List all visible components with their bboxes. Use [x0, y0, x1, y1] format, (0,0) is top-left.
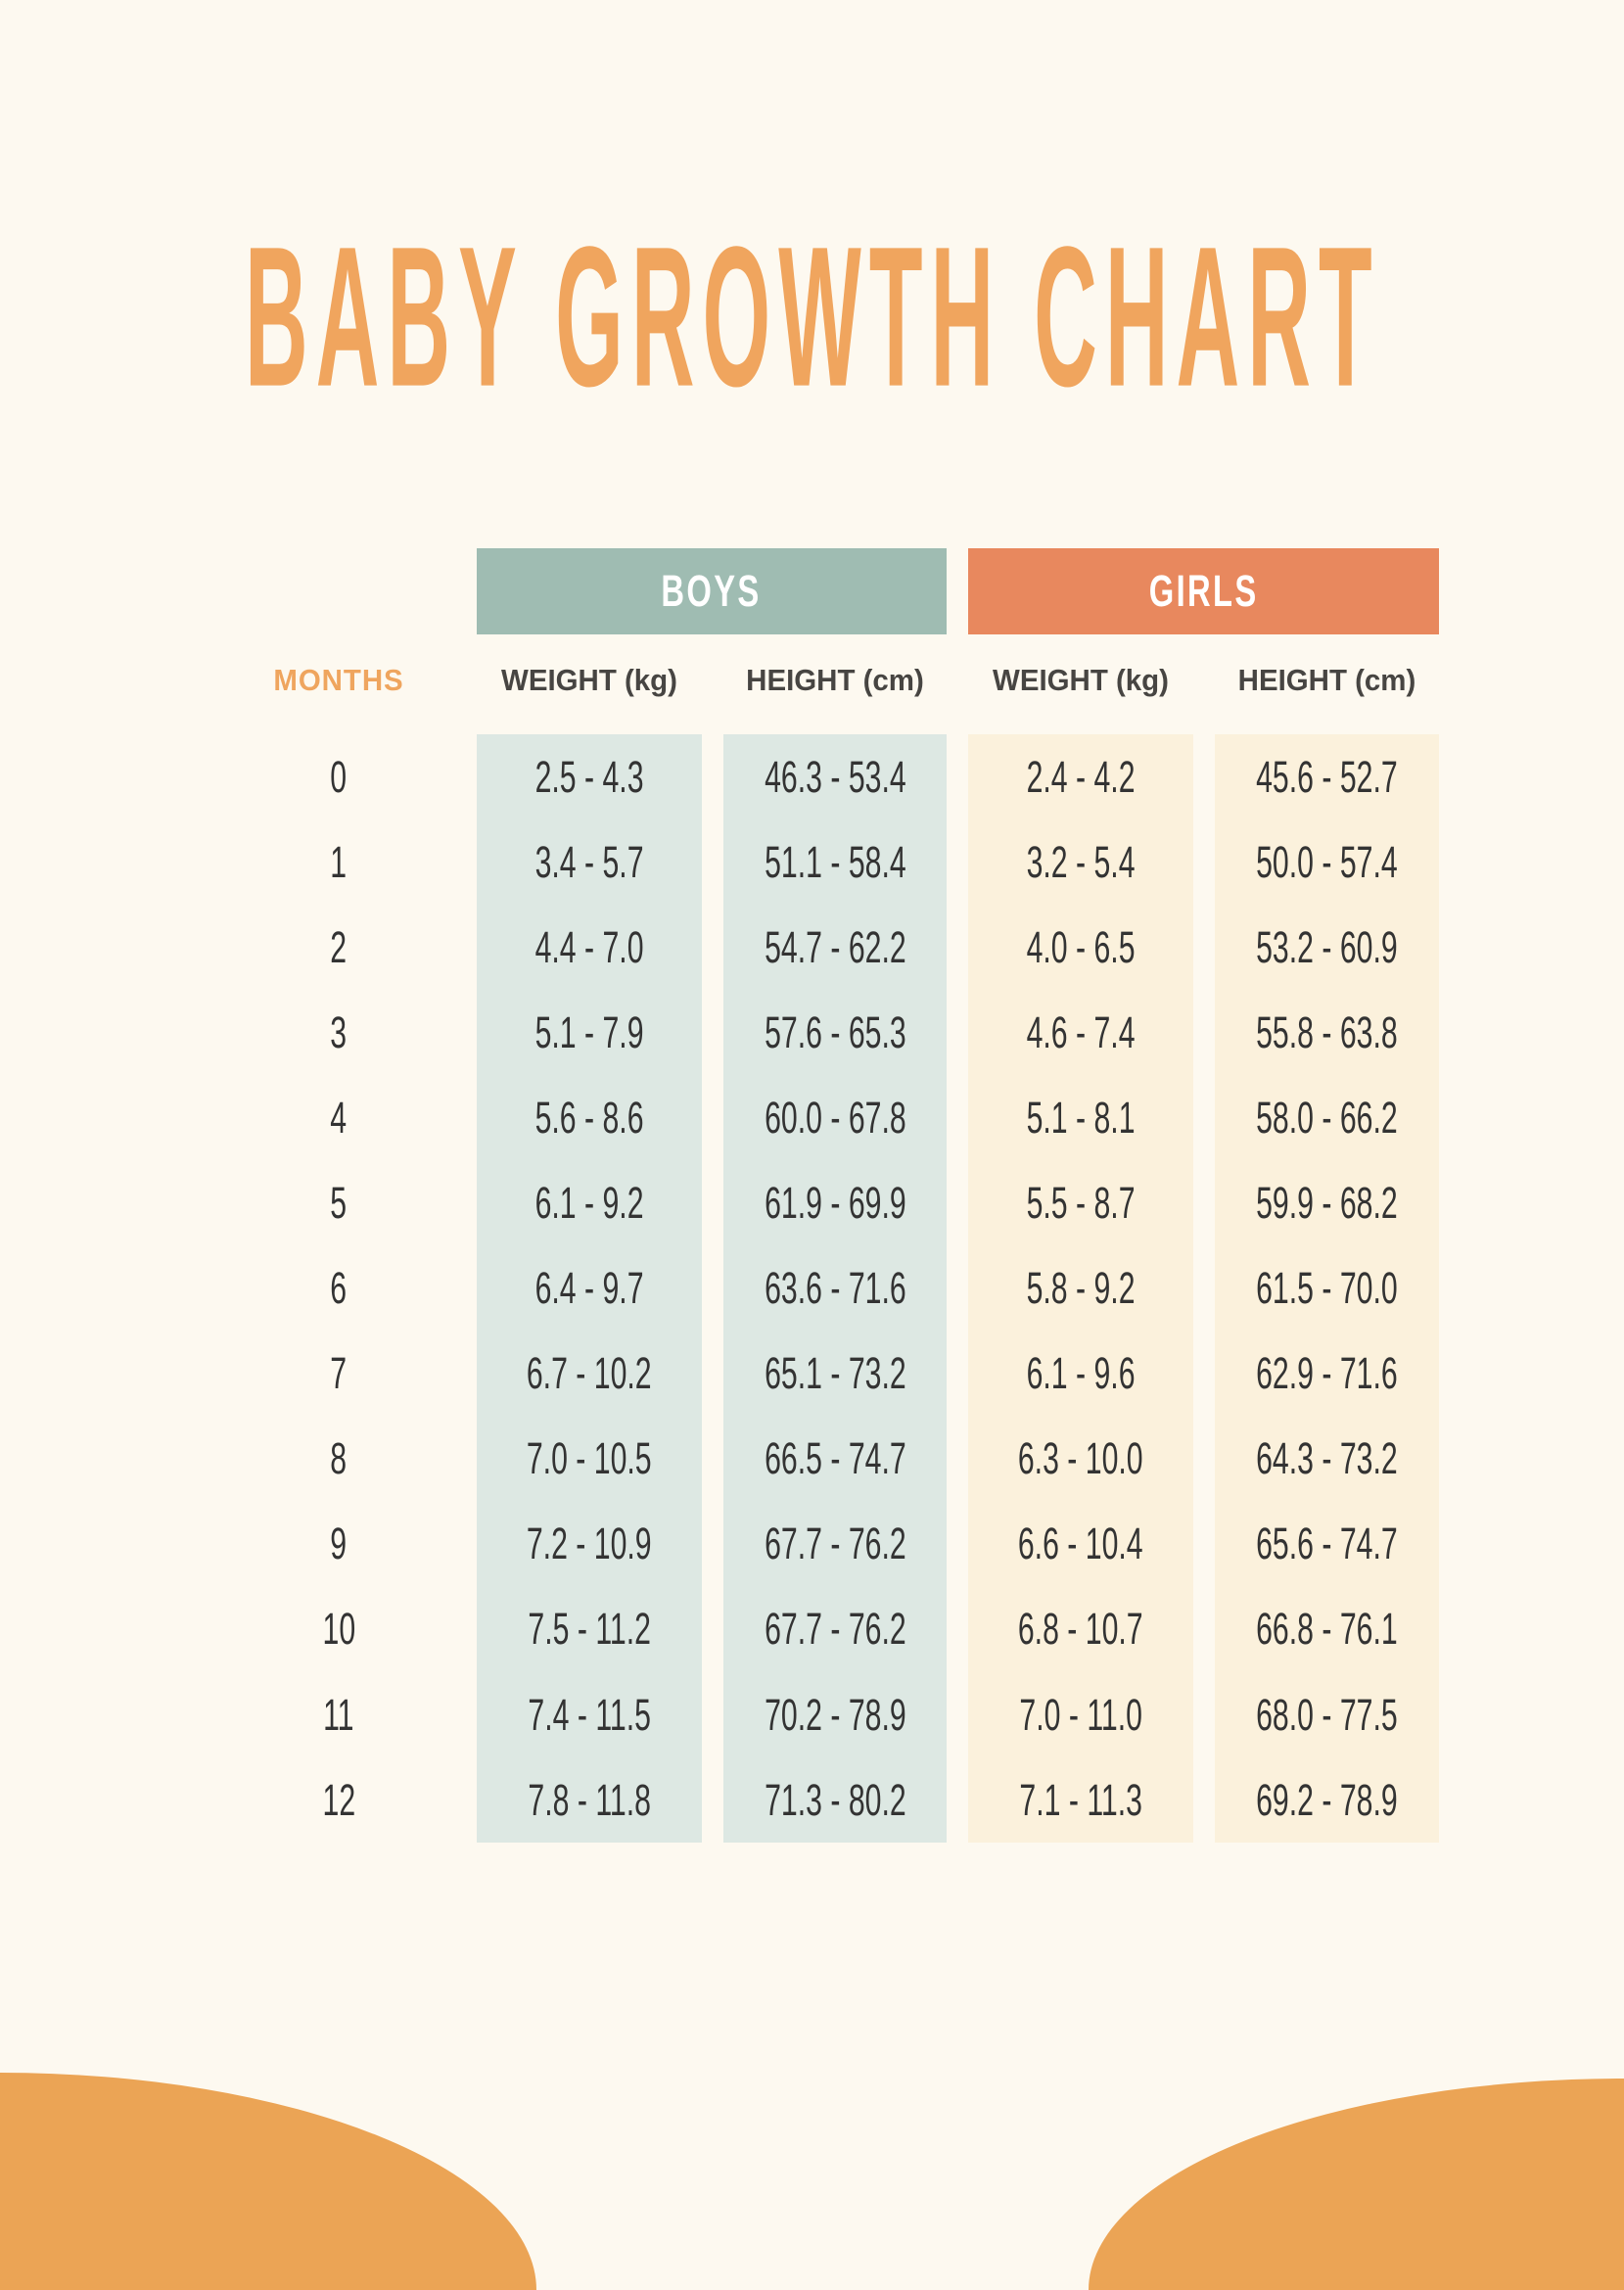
- girls-height-cell: 65.6 - 74.7: [1256, 1519, 1398, 1569]
- boys-group-header: BOYS: [477, 548, 947, 634]
- boys-height-cell: 54.7 - 62.2: [764, 921, 906, 972]
- month-cell: 3: [330, 1006, 348, 1057]
- girls-weight-cell: 2.4 - 4.2: [1026, 751, 1136, 802]
- boys-weight-cell: 6.1 - 9.2: [534, 1178, 644, 1228]
- column-header-row: MONTHS WEIGHT (kg) HEIGHT (cm) WEIGHT (k…: [235, 658, 1439, 703]
- girls-weight-column-background: [968, 734, 1193, 1843]
- boys-height-column-background: [723, 734, 947, 1843]
- month-cell: 0: [330, 751, 348, 802]
- boys-weight-cell: 2.5 - 4.3: [534, 751, 644, 802]
- girls-weight-cell: 6.6 - 10.4: [1018, 1519, 1143, 1569]
- table-rows: 0 2.5 - 4.3 46.3 - 53.4 2.4 - 4.2 45.6 -…: [235, 734, 1439, 1843]
- table-row: 1 3.4 - 5.7 51.1 - 58.4 3.2 - 5.4 50.0 -…: [235, 819, 1439, 905]
- boys-height-cell: 57.6 - 65.3: [764, 1006, 906, 1057]
- table-row: 4 5.6 - 8.6 60.0 - 67.8 5.1 - 8.1 58.0 -…: [235, 1075, 1439, 1160]
- boys-height-cell: 67.7 - 76.2: [764, 1519, 906, 1569]
- growth-table-body: 0 2.5 - 4.3 46.3 - 53.4 2.4 - 4.2 45.6 -…: [235, 734, 1439, 1843]
- month-cell: 8: [330, 1433, 348, 1484]
- girls-weight-cell: 6.1 - 9.6: [1026, 1348, 1136, 1399]
- bottom-left-blob: [0, 2073, 536, 2290]
- month-cell: 1: [330, 836, 348, 887]
- girls-height-cell: 66.8 - 76.1: [1256, 1604, 1398, 1655]
- month-cell: 11: [323, 1689, 354, 1740]
- boys-height-cell: 67.7 - 76.2: [764, 1604, 906, 1655]
- boys-height-cell: 63.6 - 71.6: [764, 1263, 906, 1313]
- table-row: 7 6.7 - 10.2 65.1 - 73.2 6.1 - 9.6 62.9 …: [235, 1332, 1439, 1417]
- girls-weight-cell: 5.5 - 8.7: [1026, 1178, 1136, 1228]
- month-cell: 2: [330, 921, 348, 972]
- boys-height-cell: 66.5 - 74.7: [764, 1433, 906, 1484]
- boys-height-cell: 65.1 - 73.2: [764, 1348, 906, 1399]
- girls-height-cell: 68.0 - 77.5: [1256, 1689, 1398, 1740]
- girls-weight-cell: 4.6 - 7.4: [1026, 1006, 1136, 1057]
- boys-height-cell: 51.1 - 58.4: [764, 836, 906, 887]
- girls-height-cell: 59.9 - 68.2: [1256, 1178, 1398, 1228]
- month-cell: 4: [330, 1093, 348, 1143]
- boys-height-cell: 60.0 - 67.8: [764, 1093, 906, 1143]
- boys-height-column-header: HEIGHT (cm): [746, 663, 924, 697]
- month-cell: 5: [330, 1178, 348, 1228]
- page-title: BABY GROWTH CHART: [244, 205, 1380, 428]
- month-cell: 6: [330, 1263, 348, 1313]
- boys-weight-cell: 7.2 - 10.9: [527, 1519, 652, 1569]
- girls-weight-column-header: WEIGHT (kg): [993, 663, 1169, 697]
- boys-weight-cell: 3.4 - 5.7: [534, 836, 644, 887]
- girls-height-cell: 61.5 - 70.0: [1256, 1263, 1398, 1313]
- girls-group-header-label: GIRLS: [1148, 566, 1259, 616]
- table-row: 11 7.4 - 11.5 70.2 - 78.9 7.0 - 11.0 68.…: [235, 1672, 1439, 1757]
- girls-weight-cell: 7.1 - 11.3: [1019, 1774, 1142, 1825]
- boys-height-cell: 70.2 - 78.9: [764, 1689, 906, 1740]
- girls-height-cell: 64.3 - 73.2: [1256, 1433, 1398, 1484]
- table-row: 12 7.8 - 11.8 71.3 - 80.2 7.1 - 11.3 69.…: [235, 1757, 1439, 1843]
- table-row: 10 7.5 - 11.2 67.7 - 76.2 6.8 - 10.7 66.…: [235, 1587, 1439, 1672]
- table-row: 6 6.4 - 9.7 63.6 - 71.6 5.8 - 9.2 61.5 -…: [235, 1246, 1439, 1332]
- boys-weight-cell: 5.6 - 8.6: [534, 1093, 644, 1143]
- bottom-right-blob: [1089, 2079, 1624, 2290]
- girls-height-cell: 55.8 - 63.8: [1256, 1006, 1398, 1057]
- table-row: 5 6.1 - 9.2 61.9 - 69.9 5.5 - 8.7 59.9 -…: [235, 1160, 1439, 1245]
- girls-weight-cell: 5.8 - 9.2: [1026, 1263, 1136, 1313]
- boys-height-cell: 71.3 - 80.2: [764, 1774, 906, 1825]
- months-column-header: MONTHS: [273, 663, 404, 697]
- girls-weight-cell: 7.0 - 11.0: [1019, 1689, 1142, 1740]
- girls-weight-cell: 6.8 - 10.7: [1018, 1604, 1143, 1655]
- table-row: 2 4.4 - 7.0 54.7 - 62.2 4.0 - 6.5 53.2 -…: [235, 905, 1439, 990]
- girls-height-column-background: [1215, 734, 1439, 1843]
- girls-weight-cell: 4.0 - 6.5: [1026, 921, 1136, 972]
- girls-weight-cell: 5.1 - 8.1: [1026, 1093, 1136, 1143]
- month-cell: 7: [330, 1348, 348, 1399]
- boys-weight-column-header: WEIGHT (kg): [501, 663, 677, 697]
- boys-weight-cell: 7.0 - 10.5: [527, 1433, 652, 1484]
- boys-weight-cell: 4.4 - 7.0: [534, 921, 644, 972]
- table-row: 3 5.1 - 7.9 57.6 - 65.3 4.6 - 7.4 55.8 -…: [235, 990, 1439, 1075]
- boys-weight-cell: 6.7 - 10.2: [527, 1348, 652, 1399]
- girls-height-cell: 69.2 - 78.9: [1256, 1774, 1398, 1825]
- table-row: 8 7.0 - 10.5 66.5 - 74.7 6.3 - 10.0 64.3…: [235, 1417, 1439, 1502]
- girls-height-column-header: HEIGHT (cm): [1237, 663, 1416, 697]
- boys-weight-cell: 5.1 - 7.9: [534, 1006, 644, 1057]
- girls-weight-cell: 3.2 - 5.4: [1026, 836, 1136, 887]
- boys-height-cell: 61.9 - 69.9: [764, 1178, 906, 1228]
- boys-group-header-label: BOYS: [661, 566, 763, 616]
- table-row: 9 7.2 - 10.9 67.7 - 76.2 6.6 - 10.4 65.6…: [235, 1502, 1439, 1587]
- girls-weight-cell: 6.3 - 10.0: [1018, 1433, 1143, 1484]
- girls-height-cell: 62.9 - 71.6: [1256, 1348, 1398, 1399]
- girls-group-header: GIRLS: [968, 548, 1439, 634]
- boys-height-cell: 46.3 - 53.4: [764, 751, 906, 802]
- month-cell: 9: [330, 1519, 348, 1569]
- boys-weight-column-background: [477, 734, 702, 1843]
- month-cell: 12: [322, 1774, 355, 1825]
- girls-height-cell: 45.6 - 52.7: [1256, 751, 1398, 802]
- table-row: 0 2.5 - 4.3 46.3 - 53.4 2.4 - 4.2 45.6 -…: [235, 734, 1439, 819]
- boys-weight-cell: 7.8 - 11.8: [528, 1774, 651, 1825]
- girls-height-cell: 58.0 - 66.2: [1256, 1093, 1398, 1143]
- girls-height-cell: 53.2 - 60.9: [1256, 921, 1398, 972]
- title-area: BABY GROWTH CHART: [0, 205, 1624, 428]
- boys-weight-cell: 6.4 - 9.7: [534, 1263, 644, 1313]
- boys-weight-cell: 7.4 - 11.5: [528, 1689, 651, 1740]
- girls-height-cell: 50.0 - 57.4: [1256, 836, 1398, 887]
- month-cell: 10: [322, 1604, 355, 1655]
- boys-weight-cell: 7.5 - 11.2: [528, 1604, 651, 1655]
